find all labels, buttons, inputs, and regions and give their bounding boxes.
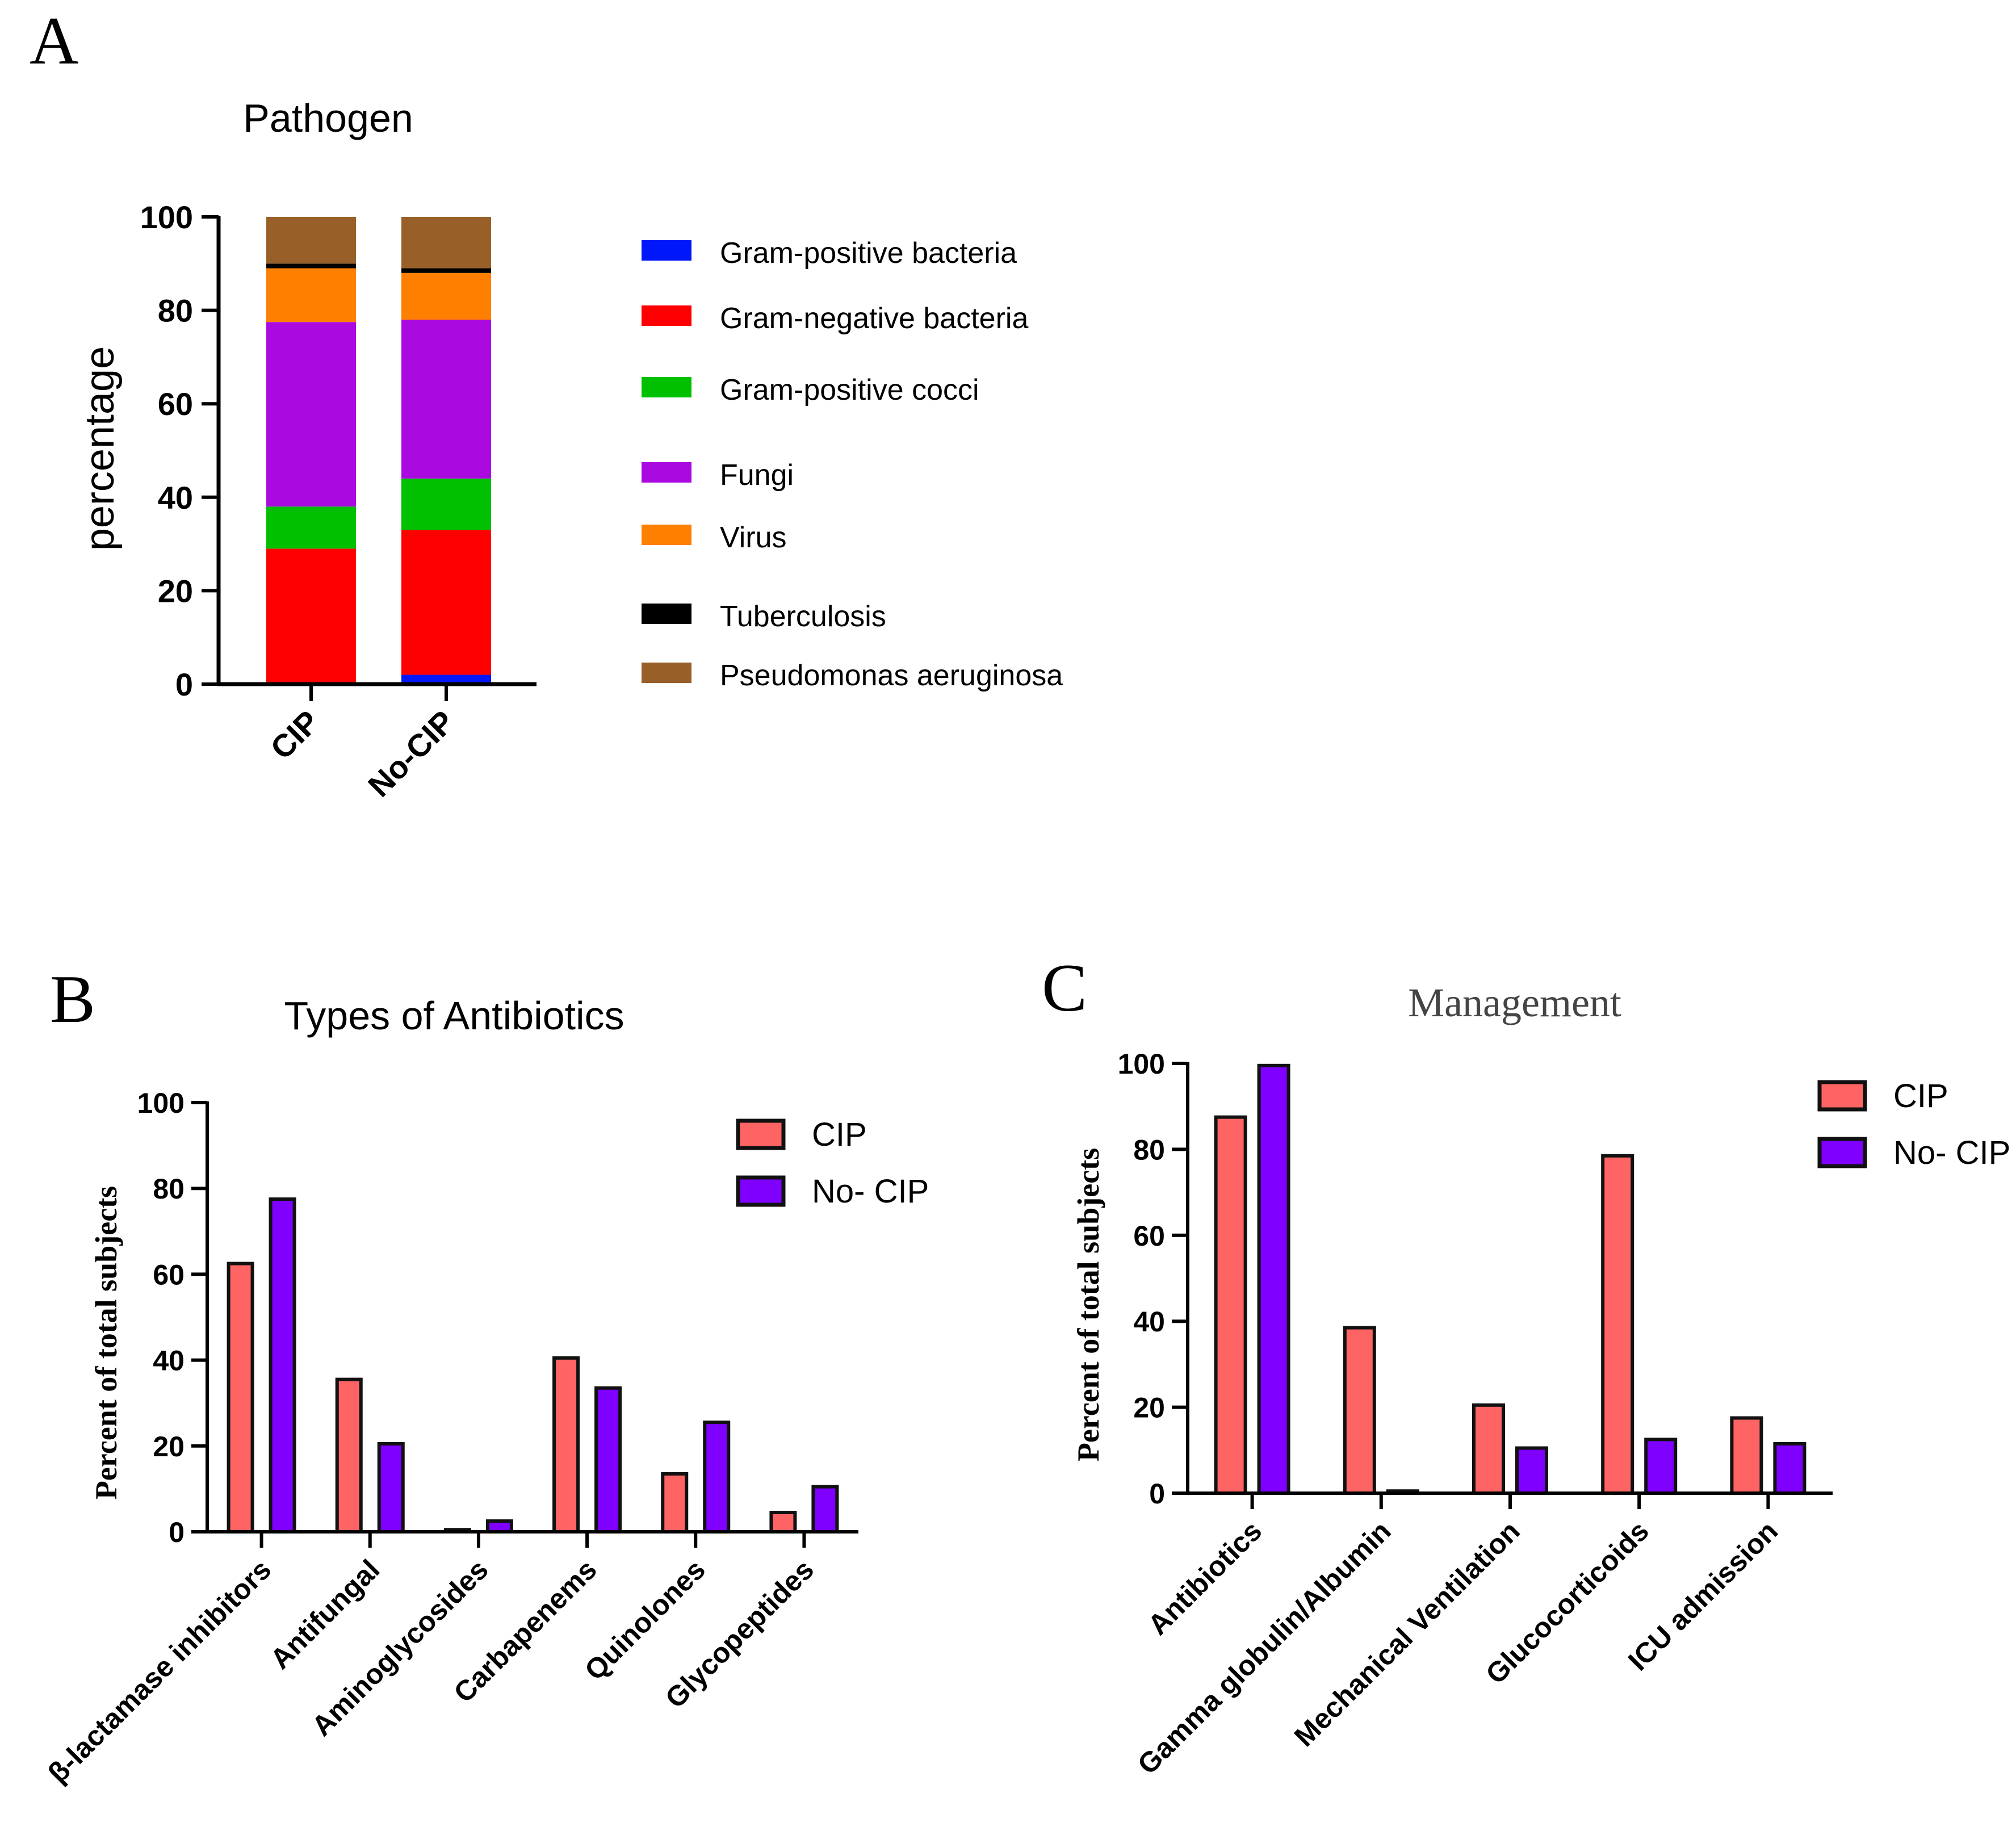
pathogen-bar-cip-pseudomonas-aeruginosa — [266, 217, 356, 264]
management-xtick-label-mechanical-ventilation: Mechanical Ventilation — [1288, 1515, 1526, 1753]
legend-label-gram-positive-cocci: Gram-positive cocci — [720, 374, 979, 407]
antibiotics-ytick-label-40: 40 — [153, 1345, 185, 1377]
antibiotics-bar-glycopeptides-no-cip — [811, 1485, 839, 1534]
pathogen-bar-no-cip-tuberculosis — [401, 268, 491, 273]
pathogen-ytick-label-0: 0 — [175, 667, 193, 702]
legend-swatch-fungi — [642, 462, 691, 483]
pathogen-bar-no-cip-virus — [401, 273, 491, 320]
pathogen-bar-cip-virus — [266, 268, 356, 322]
legend-swatch-pseudomonas-aeruginosa — [642, 663, 691, 683]
management-ytick-label-80: 80 — [1133, 1134, 1165, 1166]
antibiotics-xtick-label-aminoglycosides: Aminoglycosides — [305, 1553, 494, 1742]
pathogen-ytick-label-80: 80 — [158, 293, 193, 329]
management-ytick-label-0: 0 — [1149, 1478, 1165, 1510]
legend-swatch-tuberculosis — [642, 604, 691, 624]
chart-title-management: Management — [1408, 980, 1621, 1025]
antibiotics-ytick-label-100: 100 — [137, 1087, 185, 1119]
legend-label-gram-positive-bacteria: Gram-positive bacteria — [720, 237, 1017, 270]
pathogen-xtick-label-no-cip: No-CIP — [361, 703, 462, 804]
antibiotics-bar-lactamase-inhibitors-cip — [227, 1262, 254, 1533]
pathogen-bar-cip-tuberculosis — [266, 263, 356, 269]
management-bar-mechanical-ventilation-cip — [1472, 1403, 1505, 1495]
antibiotics-bar-carbapenems-no-cip — [594, 1386, 622, 1533]
pathogen-bar-no-cip-fungi — [401, 320, 491, 479]
antibiotics-legend-swatch-no-cip — [736, 1175, 786, 1207]
antibiotics-legend-label-no-cip: No- CIP — [812, 1173, 929, 1210]
pathogen-bar-cip-gram-negative-bacteria — [266, 548, 356, 684]
management-legend-label-cip: CIP — [1893, 1078, 1948, 1114]
antibiotics-ytick-label-20: 20 — [153, 1431, 185, 1463]
legend-label-tuberculosis: Tuberculosis — [720, 600, 886, 633]
pathogen-plot: 0 20 40 60 80 100 CIP No-CIP — [140, 199, 537, 803]
management-bar-antibiotics-no-cip — [1257, 1063, 1290, 1495]
legend-swatch-virus — [642, 525, 691, 545]
antibiotics-plot: β-lactamase inhibitorsAntifungalAminogly… — [42, 1087, 858, 1789]
antibiotics-xtick-label-antifungal: Antifungal — [264, 1553, 385, 1675]
pathogen-bar-no-cip-gram-positive-cocci — [401, 478, 491, 530]
panel-label-b: B — [50, 961, 95, 1037]
management-ytick-label-60: 60 — [1133, 1220, 1165, 1252]
antibiotics-bar-quinolones-cip — [661, 1472, 689, 1533]
management-xtick-label-antibiotics: Antibiotics — [1142, 1515, 1268, 1641]
management-legend-label-no-cip: No- CIP — [1893, 1134, 2010, 1171]
pathogen-ytick-label-60: 60 — [158, 386, 193, 422]
y-axis-label-percentage: percentage — [77, 346, 123, 551]
antibiotics-ytick-label-60: 60 — [153, 1259, 185, 1291]
management-bar-antibiotics-cip — [1214, 1115, 1247, 1495]
management-bar-icu-admission-no-cip — [1773, 1442, 1807, 1495]
legend-swatch-gram-positive-bacteria — [642, 240, 691, 261]
pathogen-ytick-label-100: 100 — [140, 199, 193, 235]
panel-b: B Types of Antibiotics β-lactamase inhib… — [42, 961, 929, 1789]
panel-label-a: A — [30, 3, 79, 78]
legend-label-fungi: Fungi — [720, 459, 794, 492]
pathogen-bar-no-cip-gram-negative-bacteria — [401, 530, 491, 675]
legend-label-gram-negative-bacteria: Gram-negative bacteria — [720, 302, 1028, 335]
chart-title-pathogen: Pathogen — [243, 96, 413, 140]
y-axis-label-management: Percent of total subjects — [1071, 1148, 1105, 1461]
pathogen-ytick-label-40: 40 — [158, 480, 193, 516]
management-bar-icu-admission-cip — [1730, 1416, 1763, 1495]
y-axis-label-antibiotics: Percent of total subjects — [89, 1186, 123, 1499]
antibiotics-bar-carbapenems-cip — [552, 1356, 580, 1534]
antibiotics-bar-glycopeptides-cip — [769, 1510, 797, 1533]
pathogen-bar-cip-fungi — [266, 322, 356, 507]
panel-a: A Pathogen 0 20 40 60 80 100 CIP No-CIP percent… — [30, 3, 1063, 803]
legend-label-virus: Virus — [720, 521, 787, 554]
management-legend-swatch-no-cip — [1817, 1137, 1867, 1168]
management-bar-glucocorticoids-cip — [1601, 1154, 1634, 1495]
management-legend: CIP No- CIP — [1817, 1078, 2010, 1171]
antibiotics-ytick-label-80: 80 — [153, 1173, 185, 1205]
management-ytick-label-20: 20 — [1133, 1392, 1165, 1424]
antibiotics-bar-antifungal-cip — [335, 1377, 363, 1534]
antibiotics-bar-lactamase-inhibitors-no-cip — [269, 1197, 296, 1534]
management-ytick-label-100: 100 — [1118, 1048, 1165, 1080]
legend-swatch-gram-positive-cocci — [642, 377, 691, 397]
legend-swatch-gram-negative-bacteria — [642, 305, 691, 326]
management-bar-glucocorticoids-no-cip — [1644, 1438, 1678, 1495]
antibiotics-legend-label-cip: CIP — [812, 1116, 867, 1153]
legend-label-pseudomonas-aeruginosa: Pseudomonas aeruginosa — [720, 659, 1063, 692]
antibiotics-ytick-label-0: 0 — [169, 1516, 185, 1548]
antibiotics-legend: CIP No- CIP — [736, 1116, 929, 1210]
panel-label-c: C — [1042, 950, 1087, 1025]
pathogen-xtick-label-cip: CIP — [263, 703, 326, 766]
management-bar-mechanical-ventilation-no-cip — [1515, 1446, 1548, 1495]
management-bar-gamma-globulin-albumin-cip — [1343, 1326, 1376, 1495]
antibiotics-xtick-label-lactamase-inhibitors: β-lactamase inhibitors — [42, 1553, 278, 1789]
pathogen-bar-cip-gram-positive-cocci — [266, 506, 356, 549]
pathogen-ytick-label-20: 20 — [158, 573, 193, 609]
management-xtick-label-gamma-globulin-albumin: Gamma globulin/Albumin — [1131, 1515, 1397, 1780]
management-legend-swatch-cip — [1817, 1080, 1867, 1112]
antibiotics-legend-swatch-cip — [736, 1118, 786, 1150]
pathogen-bar-no-cip-gram-positive-bacteria — [401, 674, 491, 684]
pathogen-bar-no-cip-pseudomonas-aeruginosa — [401, 217, 491, 269]
management-ytick-label-40: 40 — [1133, 1306, 1165, 1338]
antibiotics-bar-quinolones-no-cip — [703, 1421, 731, 1533]
pathogen-legend: Gram-positive bacteria Gram-negative bact… — [642, 237, 1063, 692]
chart-title-antibiotics: Types of Antibiotics — [284, 994, 624, 1038]
antibiotics-bar-antifungal-no-cip — [377, 1442, 405, 1534]
